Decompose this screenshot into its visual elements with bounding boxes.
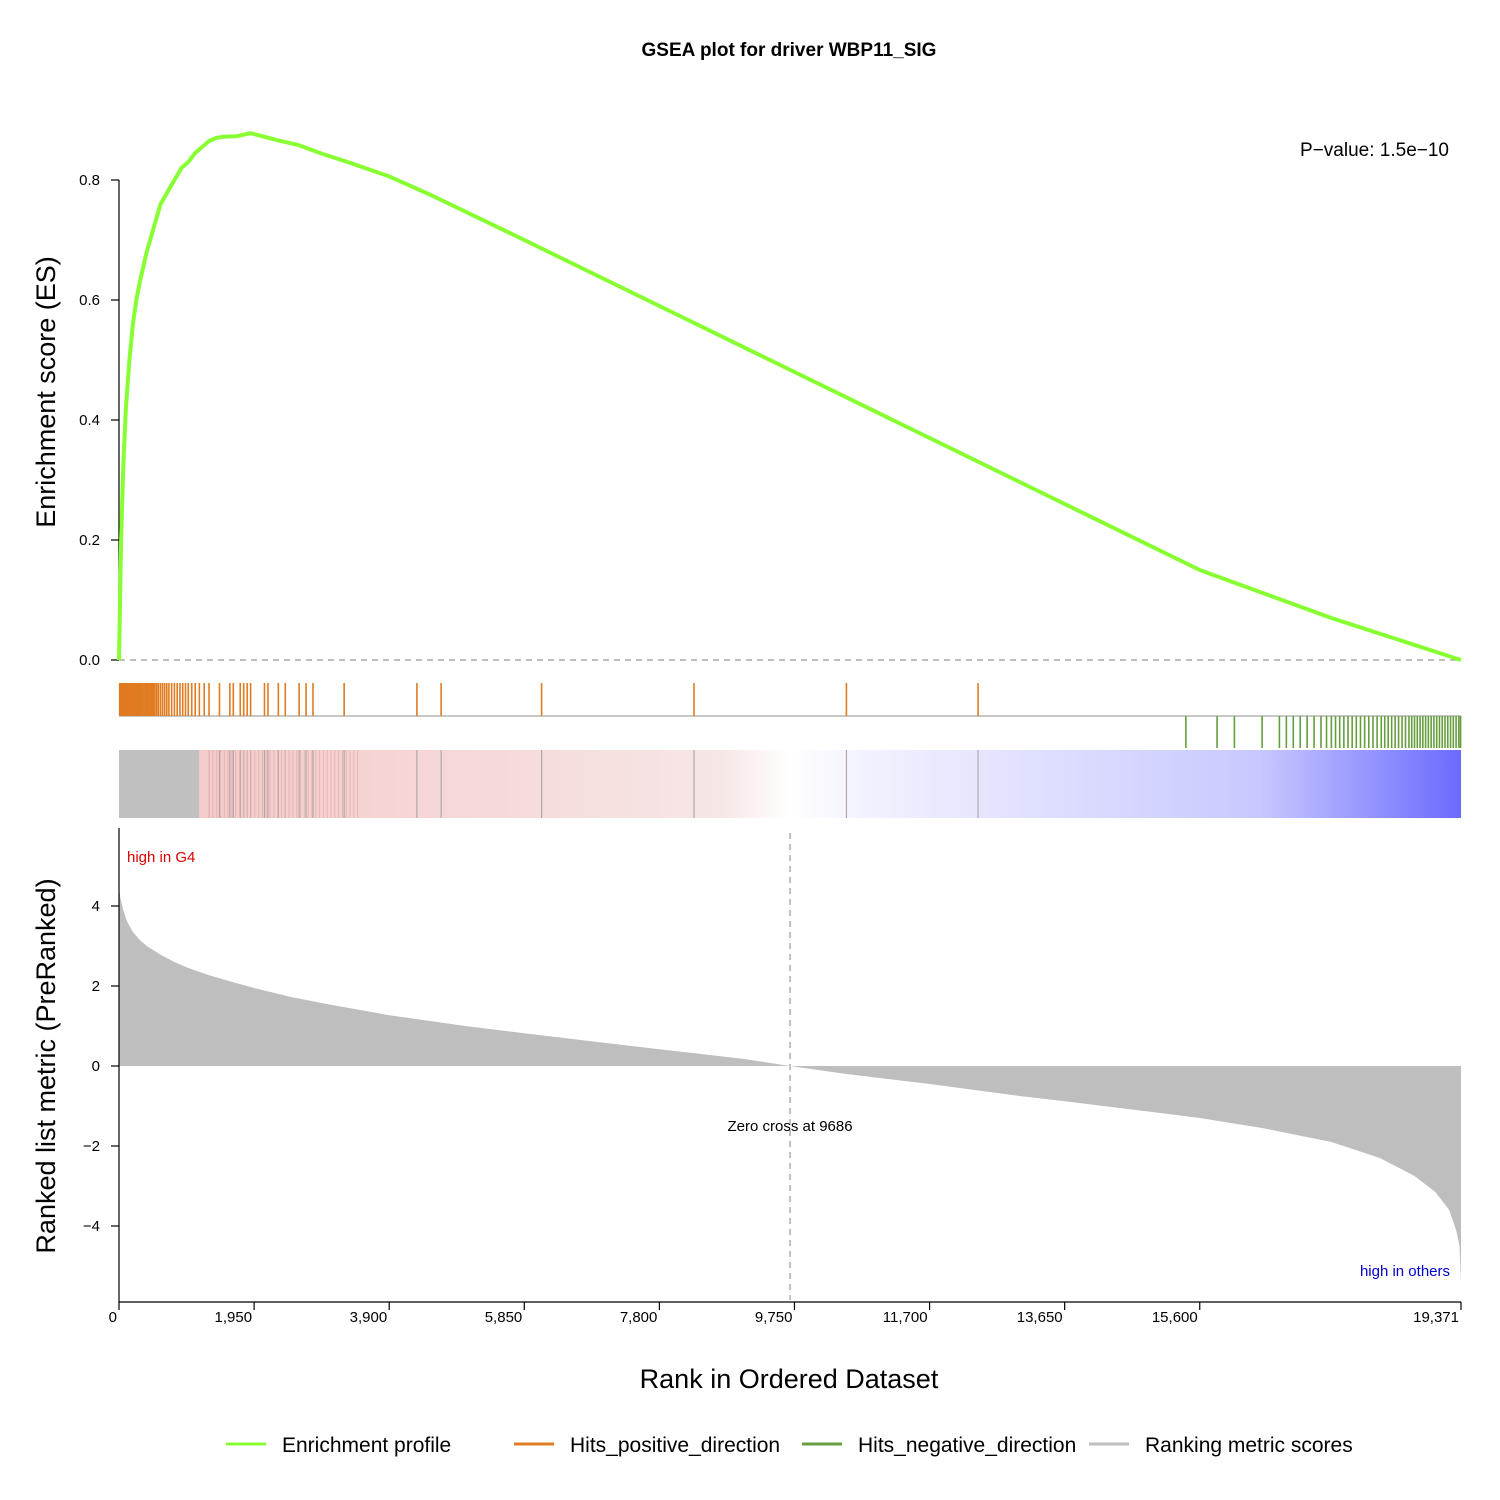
x-tick-label: 0	[109, 1309, 117, 1326]
pvalue-text: P−value: 1.5e−10	[1300, 140, 1449, 161]
x-axis-label: Rank in Ordered Dataset	[640, 1364, 939, 1394]
es-tick-label: 0.6	[79, 292, 100, 309]
x-tick-label: 7,800	[620, 1309, 658, 1326]
enrichment-profile-line	[117, 131, 1462, 662]
x-tick-label: 9,750	[755, 1309, 793, 1326]
high-in-g4-label: high in G4	[127, 849, 195, 866]
es-tick-label: 0.2	[79, 532, 100, 549]
zero-cross-label: Zero cross at 9686	[728, 1118, 853, 1135]
es-tick-label: 0.4	[79, 412, 100, 429]
x-ticks: 0 1,950 3,900 5,850 7,800 9,750 11,700 13,650 15…	[109, 1302, 1462, 1326]
high-in-others-label: high in others	[1360, 1263, 1450, 1280]
heat-hit-lines	[208, 750, 979, 818]
es-panel: 0.0 0.2 0.4 0.6 0.8 Enrichment score (ES) P−…	[31, 131, 1462, 669]
legend: Enrichment profile Hits_positive_directio…	[226, 1434, 1353, 1457]
x-tick-label: 3,900	[350, 1309, 388, 1326]
ranking-metric-area	[119, 888, 1461, 1282]
legend-label: Ranking metric scores	[1145, 1434, 1353, 1457]
heat-top-grey	[119, 750, 199, 818]
x-tick-label: 5,850	[485, 1309, 523, 1326]
es-y-label: Enrichment score (ES)	[31, 256, 61, 528]
metric-tick-label: −4	[83, 1218, 100, 1235]
metric-tick-label: 2	[92, 978, 100, 995]
hits-positive-group	[118, 683, 979, 716]
legend-label: Hits_negative_direction	[858, 1434, 1076, 1457]
hits-panel	[118, 683, 1462, 748]
x-tick-label: 1,950	[215, 1309, 253, 1326]
x-tick-label: 11,700	[883, 1309, 928, 1326]
heat-gradient	[119, 750, 1461, 818]
metric-y-ticks: −4 −2 0 2 4	[83, 898, 119, 1235]
legend-label: Enrichment profile	[282, 1434, 451, 1457]
es-y-ticks: 0.0 0.2 0.4 0.6 0.8	[79, 172, 119, 669]
metric-panel: −4 −2 0 2 4 Zero cross at 9686 high in G4 hi…	[31, 828, 1461, 1302]
x-tick-label: 19,371	[1413, 1309, 1459, 1326]
es-tick-label: 0.0	[79, 652, 100, 669]
metric-y-label: Ranked list metric (PreRanked)	[31, 878, 61, 1253]
hits-negative-group	[1185, 716, 1462, 748]
legend-label: Hits_positive_direction	[570, 1434, 780, 1457]
metric-tick-label: −2	[83, 1138, 100, 1155]
metric-tick-label: 0	[92, 1058, 100, 1075]
x-tick-label: 13,650	[1017, 1309, 1063, 1326]
x-axis: 0 1,950 3,900 5,850 7,800 9,750 11,700 13,650 15…	[109, 1301, 1462, 1394]
es-tick-label: 0.8	[79, 172, 100, 189]
chart-title: GSEA plot for driver WBP11_SIG	[642, 40, 937, 61]
x-tick-label: 15,600	[1152, 1309, 1198, 1326]
heat-band	[119, 750, 1461, 818]
metric-tick-label: 4	[92, 898, 100, 915]
